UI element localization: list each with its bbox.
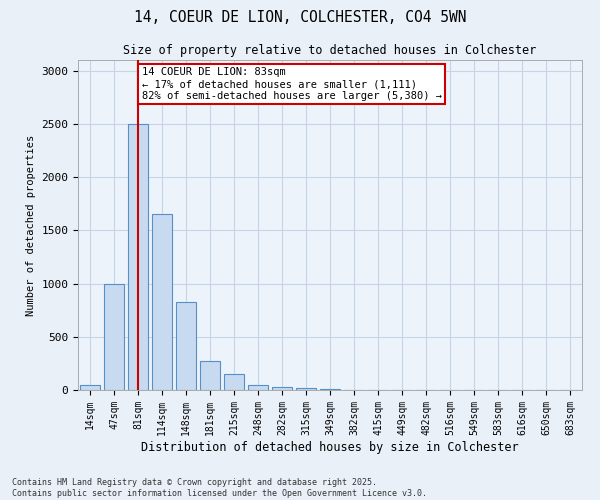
Bar <box>128 124 148 390</box>
Bar <box>248 384 268 390</box>
Y-axis label: Number of detached properties: Number of detached properties <box>26 134 36 316</box>
X-axis label: Distribution of detached houses by size in Colchester: Distribution of detached houses by size … <box>141 440 519 454</box>
Bar <box>104 284 124 390</box>
Bar <box>320 389 340 390</box>
Bar <box>224 374 244 390</box>
Bar <box>296 388 316 390</box>
Bar <box>176 302 196 390</box>
Text: 14, COEUR DE LION, COLCHESTER, CO4 5WN: 14, COEUR DE LION, COLCHESTER, CO4 5WN <box>134 10 466 25</box>
Text: Contains HM Land Registry data © Crown copyright and database right 2025.
Contai: Contains HM Land Registry data © Crown c… <box>12 478 427 498</box>
Bar <box>200 362 220 390</box>
Title: Size of property relative to detached houses in Colchester: Size of property relative to detached ho… <box>124 44 536 58</box>
Bar <box>272 387 292 390</box>
Text: 14 COEUR DE LION: 83sqm
← 17% of detached houses are smaller (1,111)
82% of semi: 14 COEUR DE LION: 83sqm ← 17% of detache… <box>142 68 442 100</box>
Bar <box>152 214 172 390</box>
Bar <box>80 384 100 390</box>
